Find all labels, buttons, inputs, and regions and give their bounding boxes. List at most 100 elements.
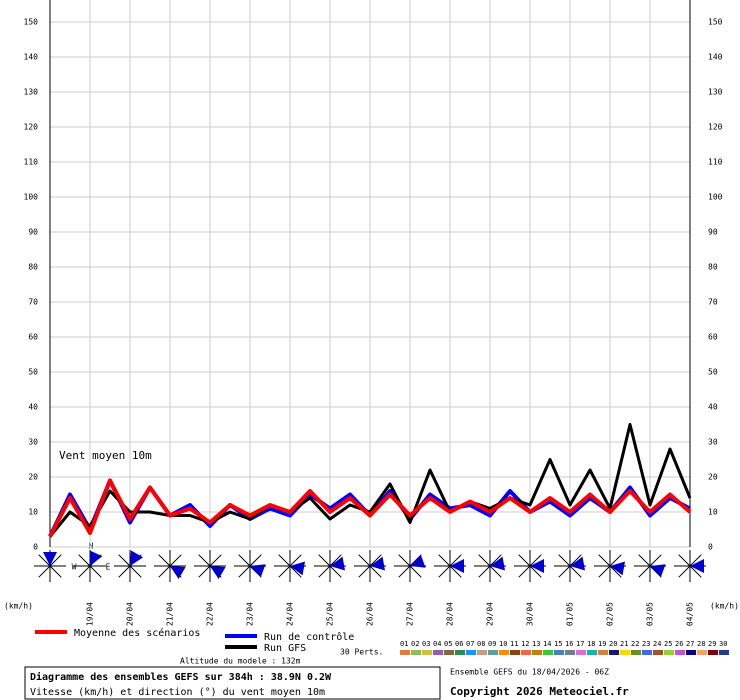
- x-tick-label: 25/04: [326, 602, 335, 626]
- pert-label: 19: [598, 640, 606, 648]
- rose-spoke: [318, 554, 331, 567]
- wind-glyph: [394, 550, 426, 582]
- legend-label: Moyenne des scénarios: [74, 627, 200, 639]
- pert-label: 15: [554, 640, 562, 648]
- pert-label: 14: [543, 640, 551, 648]
- wind-arrow: [170, 566, 186, 580]
- wind-glyph: [554, 550, 586, 582]
- wind-glyph: [434, 550, 466, 582]
- rose-spoke: [438, 554, 451, 567]
- pert-swatch: [609, 650, 619, 655]
- rose-spoke: [598, 554, 611, 567]
- rose-spoke: [598, 565, 611, 578]
- pert-swatch: [532, 650, 542, 655]
- wind-glyph: [154, 550, 186, 582]
- x-tick-label: 19/04: [86, 602, 95, 626]
- pert-label: 05: [444, 640, 452, 648]
- pert-swatch: [521, 650, 531, 655]
- rose-spoke: [278, 565, 291, 578]
- rose-spoke: [129, 565, 142, 578]
- pert-swatch: [719, 650, 729, 655]
- rose-spoke: [569, 554, 582, 567]
- wind-glyph: [474, 550, 506, 582]
- perts-label: 30 Perts.: [340, 648, 383, 657]
- pert-swatch: [488, 650, 498, 655]
- rose-spoke: [289, 554, 302, 567]
- rose-spoke: [89, 565, 102, 578]
- rose-spoke: [118, 565, 131, 578]
- rose-spoke: [358, 565, 371, 578]
- rose-spoke: [438, 565, 451, 578]
- wind-arrow: [570, 556, 586, 571]
- y-tick-label: 40: [28, 403, 38, 412]
- wind-arrow: [130, 550, 144, 566]
- y-tick-label: 130: [708, 88, 723, 97]
- rose-spoke: [529, 565, 542, 578]
- pert-label: 27: [686, 640, 694, 648]
- wind-glyph: [354, 550, 386, 582]
- y-tick-label: 0: [708, 543, 713, 552]
- series-line: [48, 423, 692, 538]
- rose-spoke: [158, 565, 171, 578]
- annotation: Vent moyen 10m: [59, 449, 152, 462]
- x-tick-label: 29/04: [486, 602, 495, 626]
- compass-n: N: [89, 542, 94, 551]
- pert-label: 23: [642, 640, 650, 648]
- wind-arrow: [610, 561, 626, 576]
- y-tick-label: 20: [708, 473, 718, 482]
- y-tick-label: 80: [708, 263, 718, 272]
- rose-spoke: [169, 554, 182, 567]
- pert-label: 04: [433, 640, 441, 648]
- rose-spoke: [318, 565, 331, 578]
- y-tick-label: 10: [28, 508, 38, 517]
- wind-arrow: [650, 564, 666, 578]
- wind-arrow: [290, 561, 306, 576]
- wind-arrow: [210, 566, 226, 580]
- rose-spoke: [198, 554, 211, 567]
- pert-swatch: [455, 650, 465, 655]
- rose-spoke: [49, 565, 62, 578]
- y-tick-label: 60: [28, 333, 38, 342]
- y-tick-label: 30: [708, 438, 718, 447]
- y-tick-label: 80: [28, 263, 38, 272]
- wind-glyph: [74, 550, 106, 582]
- rose-spoke: [558, 565, 571, 578]
- pert-swatch: [411, 650, 421, 655]
- pert-label: 06: [455, 640, 463, 648]
- pert-swatch: [598, 650, 608, 655]
- rose-spoke: [609, 565, 622, 578]
- pert-swatch: [620, 650, 630, 655]
- y-tick-label: 20: [28, 473, 38, 482]
- pert-label: 09: [488, 640, 496, 648]
- pert-swatch: [433, 650, 443, 655]
- rose-spoke: [638, 565, 651, 578]
- x-tick-label: 28/04: [446, 602, 455, 626]
- rose-spoke: [369, 554, 382, 567]
- y-tick-label: 60: [708, 333, 718, 342]
- pert-swatch: [422, 650, 432, 655]
- pert-label: 12: [521, 640, 529, 648]
- y-tick-label: 140: [708, 53, 723, 62]
- wind-glyph: [674, 550, 706, 582]
- pert-label: 02: [411, 640, 419, 648]
- rose-spoke: [289, 565, 302, 578]
- x-tick-label: 27/04: [406, 602, 415, 626]
- pert-swatch: [400, 650, 410, 655]
- altitude: Altitude du modele : 132m: [180, 657, 301, 666]
- y-tick-label: 110: [708, 158, 723, 167]
- chart-subtitle: Vitesse (km/h) et direction (°) du vent …: [30, 687, 325, 698]
- pert-label: 13: [532, 640, 540, 648]
- wind-arrow: [89, 550, 103, 566]
- rose-spoke: [49, 554, 62, 567]
- rose-spoke: [369, 565, 382, 578]
- compass-e: E: [106, 563, 111, 572]
- y-tick-label: 70: [28, 298, 38, 307]
- wind-glyph: [314, 550, 346, 582]
- wind-glyph: [594, 550, 626, 582]
- y-tick-label: 70: [708, 298, 718, 307]
- wind-arrow: [410, 554, 426, 568]
- rose-spoke: [78, 565, 91, 578]
- y-tick-label: 90: [28, 228, 38, 237]
- pert-swatch: [708, 650, 718, 655]
